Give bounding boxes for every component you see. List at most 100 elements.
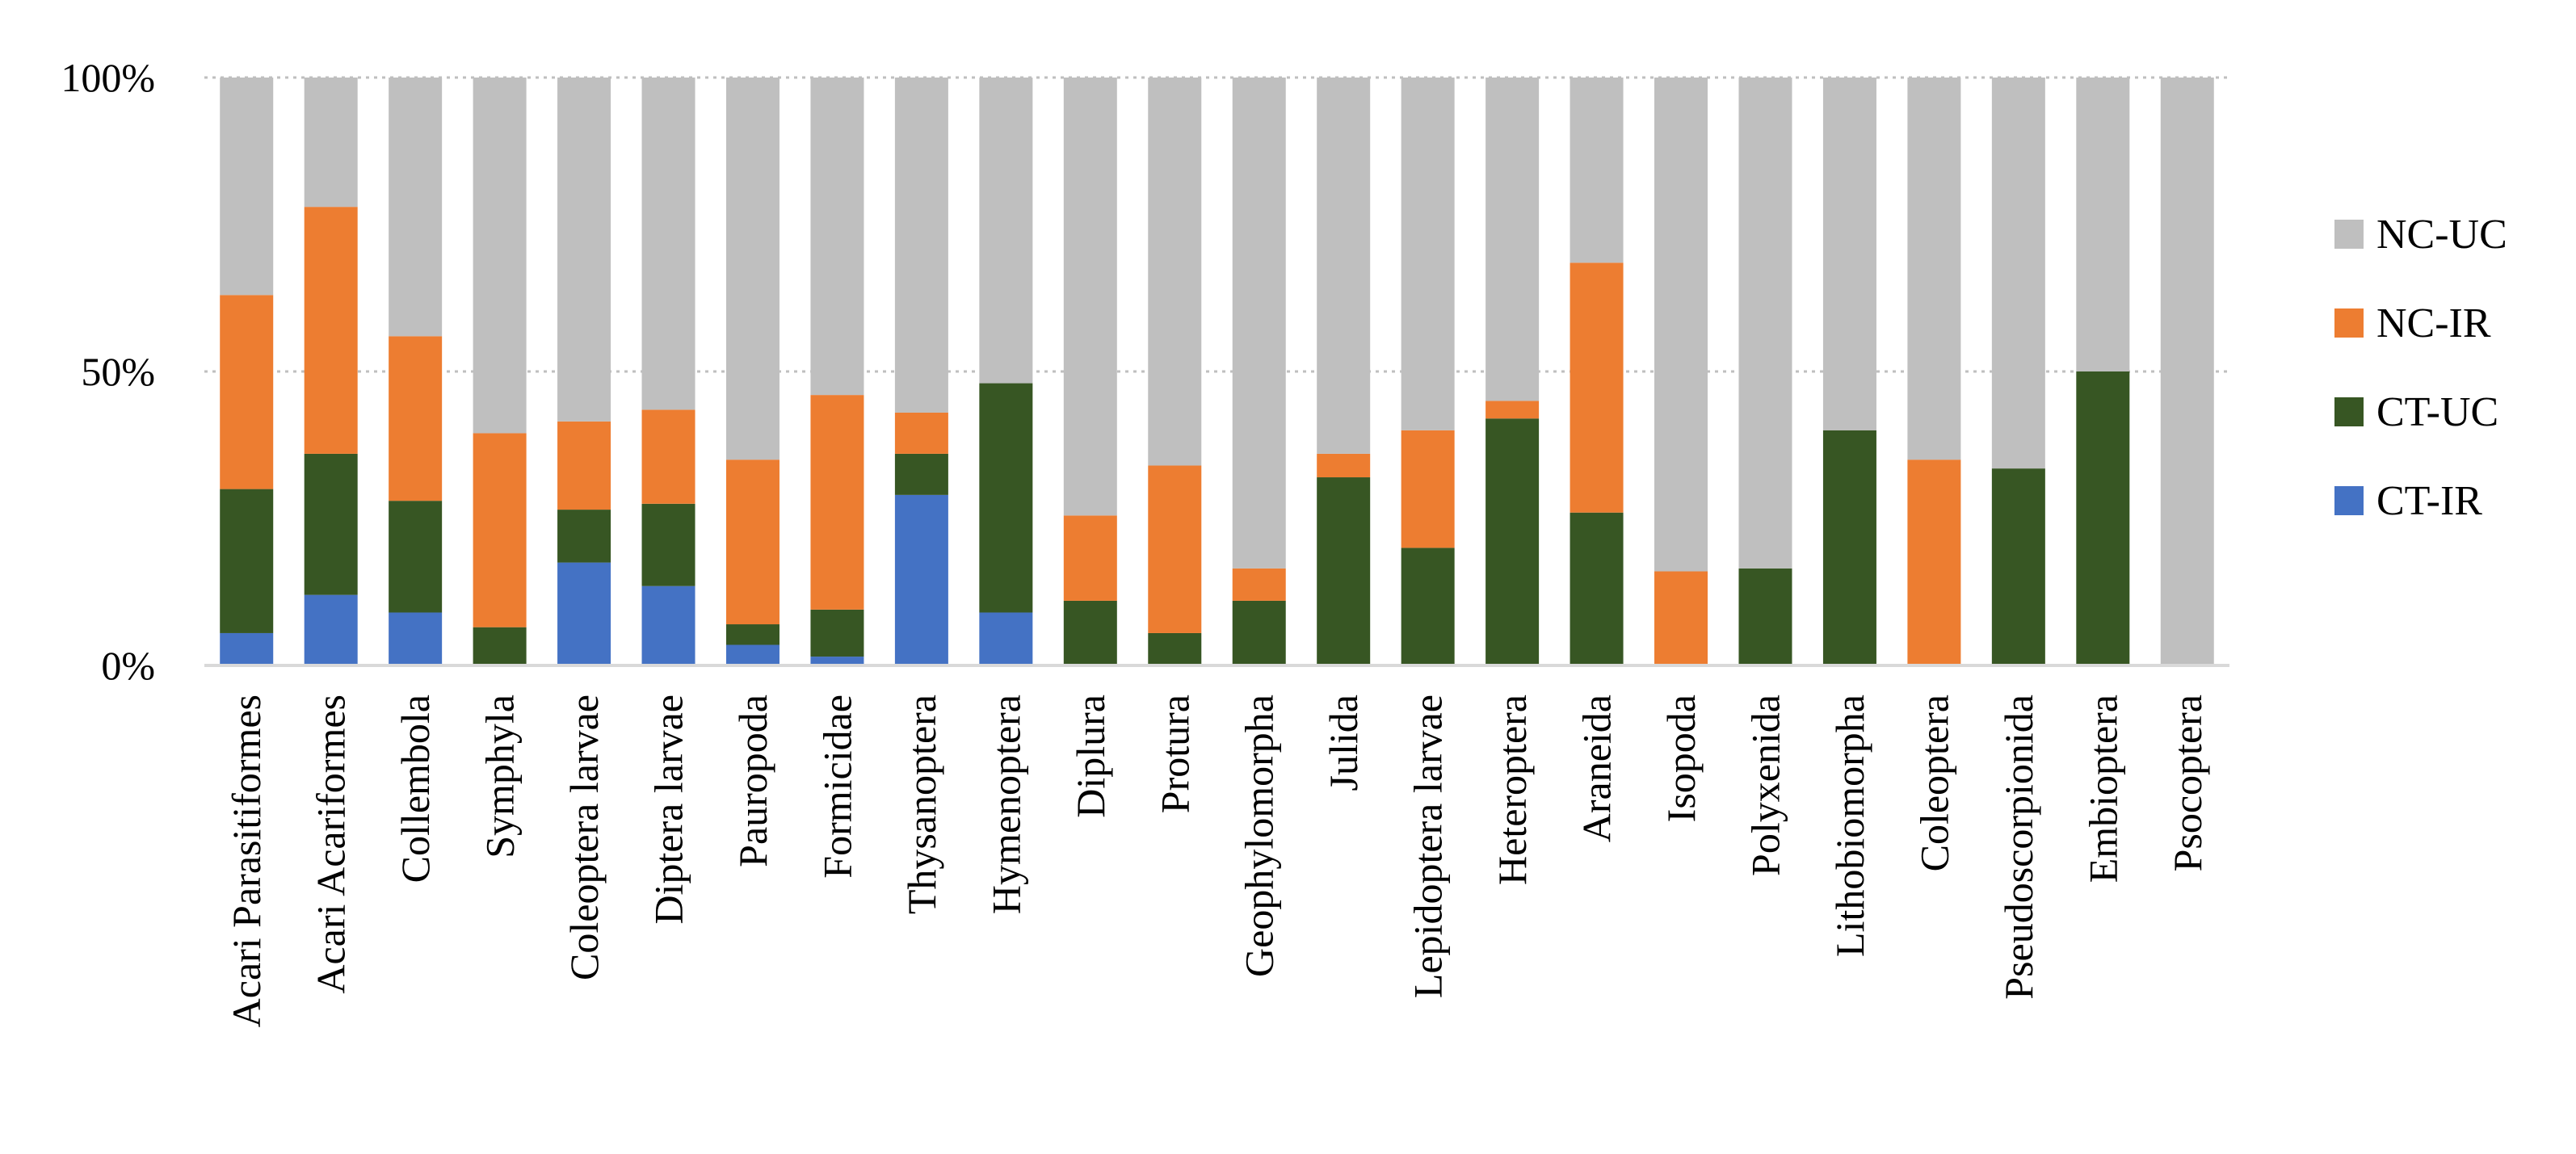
x-category-label-12: Geophylomorpha [1237, 694, 1282, 977]
bar-segment-nc-uc-12 [1232, 78, 1286, 569]
bar-segment-nc-ir-4 [557, 421, 611, 510]
axis-layer: 0% 50% 100% Acari Parasitiformes Acari Acari… [61, 55, 2229, 1027]
bar-segment-nc-uc-7 [810, 78, 864, 396]
legend-swatch-nc-ir [2334, 308, 2364, 338]
bar-segment-ct-uc-8 [894, 453, 948, 495]
bar-segment-ct-uc-10 [1063, 600, 1117, 665]
x-category-label-2: Collembola [393, 694, 438, 883]
bar-segment-nc-ir-11 [1148, 465, 1202, 633]
bar-segment-ct-uc-12 [1232, 600, 1286, 665]
bar-segment-ct-uc-21 [1991, 468, 2045, 665]
bar-segment-nc-uc-6 [725, 78, 780, 460]
bar-segment-ct-ir-8 [894, 494, 948, 665]
bar-segment-ct-uc-7 [810, 609, 864, 657]
legend-label-ct-ir: CT-IR [2376, 478, 2482, 524]
x-category-label-20: Coleoptera [1911, 694, 1956, 871]
x-category-label-18: Polyxenida [1742, 694, 1788, 876]
bar-segment-nc-uc-2 [389, 78, 443, 337]
bar-segment-nc-uc-3 [473, 78, 527, 434]
bar-segment-nc-uc-15 [1486, 78, 1540, 401]
bar-segment-ct-uc-15 [1486, 418, 1540, 665]
bar-segment-ct-ir-2 [389, 612, 443, 665]
legend-label-nc-ir: NC-IR [2376, 300, 2491, 346]
x-category-label-3: Symphyla [477, 694, 523, 858]
bar-segment-nc-ir-16 [1570, 262, 1624, 513]
y-tick-label-50: 50% [81, 349, 155, 394]
x-category-label-9: Hymenoptera [983, 694, 1028, 914]
x-category-label-10: Diplura [1068, 694, 1113, 818]
bar-segment-nc-uc-1 [304, 78, 358, 208]
bar-segment-nc-ir-1 [304, 207, 358, 454]
bar-segment-nc-uc-13 [1317, 78, 1371, 454]
bar-segment-nc-uc-8 [894, 78, 948, 413]
bar-segment-nc-ir-13 [1317, 453, 1371, 478]
bar-segment-nc-ir-20 [1907, 460, 1961, 665]
bar-segment-nc-uc-11 [1148, 78, 1202, 466]
bar-segment-nc-uc-18 [1738, 78, 1792, 569]
bar-segment-ct-uc-19 [1822, 430, 1876, 665]
bar-segment-nc-uc-22 [2076, 78, 2130, 371]
legend-label-nc-uc: NC-UC [2376, 212, 2507, 258]
bar-segment-ct-uc-16 [1570, 512, 1624, 665]
x-category-label-13: Julida [1321, 694, 1366, 791]
bar-segment-ct-uc-9 [979, 383, 1033, 613]
bar-segment-ct-uc-11 [1148, 632, 1202, 665]
x-category-label-17: Isopoda [1658, 694, 1704, 822]
bar-segment-ct-uc-6 [725, 624, 780, 645]
x-category-label-5: Diptera larvae [646, 694, 691, 925]
bar-segment-nc-uc-4 [557, 78, 611, 422]
grid-layer [204, 76, 2229, 373]
legend-swatch-ct-ir [2334, 486, 2364, 515]
x-category-label-23: Psocoptera [2165, 694, 2210, 871]
bar-segment-ct-uc-3 [473, 627, 527, 665]
bar-segment-ct-ir-0 [220, 632, 274, 665]
legend-label-ct-uc: CT-UC [2376, 389, 2498, 435]
x-category-label-14: Lepidoptera larvae [1406, 694, 1451, 998]
x-category-label-16: Araneida [1574, 694, 1620, 842]
bar-segment-ct-uc-14 [1401, 548, 1455, 665]
bar-segment-nc-uc-14 [1401, 78, 1455, 430]
bar-segment-ct-uc-1 [304, 453, 358, 595]
bar-segment-ct-ir-6 [725, 644, 780, 665]
x-category-label-0: Acari Parasitiformes [224, 694, 269, 1027]
bar-segment-nc-uc-19 [1822, 78, 1876, 430]
bar-segment-nc-ir-5 [641, 409, 695, 504]
bar-segment-nc-ir-6 [725, 460, 780, 625]
bar-segment-ct-uc-22 [2076, 371, 2130, 665]
bar-layer [220, 78, 2214, 665]
bar-segment-nc-uc-20 [1907, 78, 1961, 460]
bar-segment-ct-uc-13 [1317, 477, 1371, 665]
y-tick-label-0: 0% [101, 643, 155, 688]
bar-segment-nc-ir-2 [389, 336, 443, 501]
x-category-label-8: Thysanoptera [899, 694, 944, 914]
bar-segment-ct-uc-5 [641, 503, 695, 586]
legend: NC-UC NC-IR CT-UC CT-IR [2334, 212, 2507, 524]
bar-segment-nc-uc-16 [1570, 78, 1624, 263]
bar-segment-nc-uc-23 [2160, 78, 2214, 665]
bar-segment-ct-uc-18 [1738, 568, 1792, 665]
bar-segment-nc-ir-7 [810, 395, 864, 610]
x-category-label-15: Heteroptera [1490, 694, 1535, 885]
bar-segment-ct-ir-7 [810, 657, 864, 665]
x-category-label-21: Pseudoscorpionida [1996, 694, 2041, 1000]
bar-segment-nc-ir-3 [473, 433, 527, 627]
x-category-label-6: Pauropoda [730, 694, 775, 867]
bar-segment-nc-ir-10 [1063, 515, 1117, 601]
x-category-label-22: Embioptera [2080, 694, 2125, 883]
bar-segment-ct-uc-2 [389, 501, 443, 613]
bar-segment-nc-uc-0 [220, 78, 274, 296]
bar-segment-nc-ir-17 [1654, 571, 1708, 665]
bar-segment-nc-uc-10 [1063, 78, 1117, 516]
x-category-label-7: Formicidae [814, 694, 859, 879]
bar-segment-ct-ir-9 [979, 612, 1033, 665]
x-category-label-19: Lithobiomorpha [1827, 694, 1872, 957]
bar-segment-ct-uc-0 [220, 489, 274, 633]
bar-segment-nc-uc-9 [979, 78, 1033, 384]
bar-segment-nc-uc-5 [641, 78, 695, 410]
x-category-label-11: Protura [1152, 694, 1197, 813]
bar-segment-ct-ir-4 [557, 562, 611, 665]
x-category-label-4: Coleoptera larvae [561, 694, 607, 980]
bar-segment-ct-ir-5 [641, 585, 695, 665]
